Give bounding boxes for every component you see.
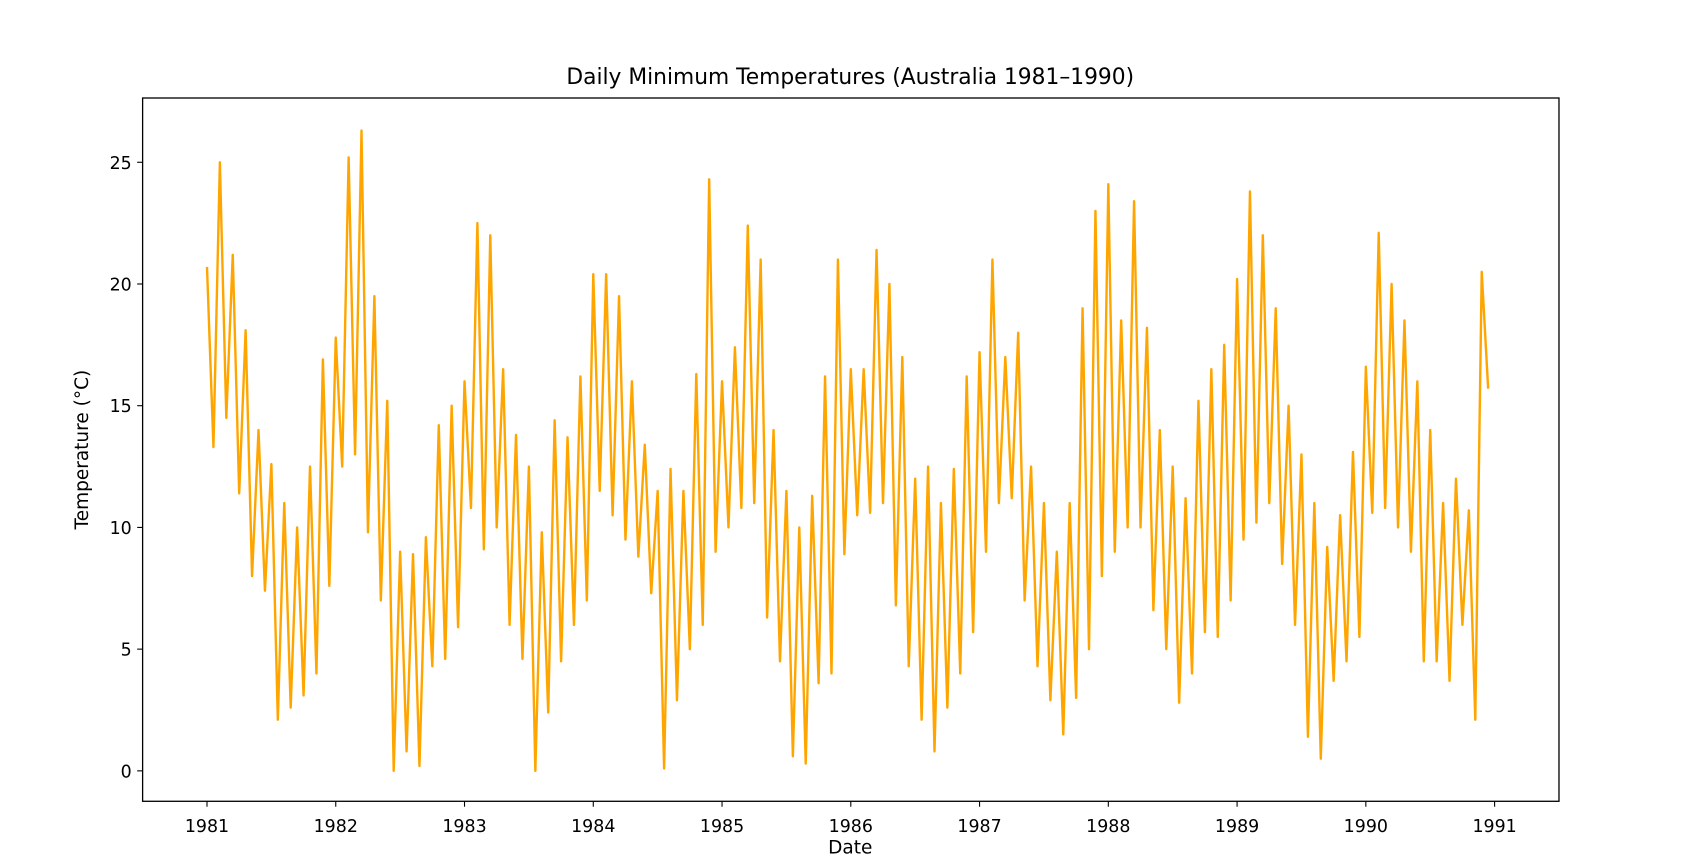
x-tick-label: 1984 — [571, 817, 615, 837]
y-tick-label: 0 — [121, 762, 132, 782]
y-tick-label: 25 — [110, 154, 132, 174]
x-tick-label: 1990 — [1344, 817, 1388, 837]
y-axis-label: Temperature (°C) — [72, 370, 93, 531]
x-tick-label: 1986 — [829, 817, 873, 837]
x-tick-label: 1987 — [957, 817, 1001, 837]
x-axis-label: Date — [828, 838, 872, 859]
y-tick-label: 5 — [121, 641, 132, 661]
chart-title: Daily Minimum Temperatures (Australia 19… — [566, 65, 1134, 90]
x-tick-label: 1983 — [442, 817, 486, 837]
y-tick-label: 15 — [110, 397, 132, 417]
x-tick-label: 1985 — [700, 817, 744, 837]
x-tick-label: 1981 — [185, 817, 229, 837]
x-tick-label: 1991 — [1472, 817, 1516, 837]
x-tick-label: 1982 — [314, 817, 358, 837]
data-line — [205, 129, 1490, 773]
x-tick-label: 1989 — [1215, 817, 1259, 837]
y-tick-label: 20 — [110, 276, 132, 296]
y-tick-label: 10 — [110, 519, 132, 539]
x-tick-label: 1988 — [1086, 817, 1130, 837]
